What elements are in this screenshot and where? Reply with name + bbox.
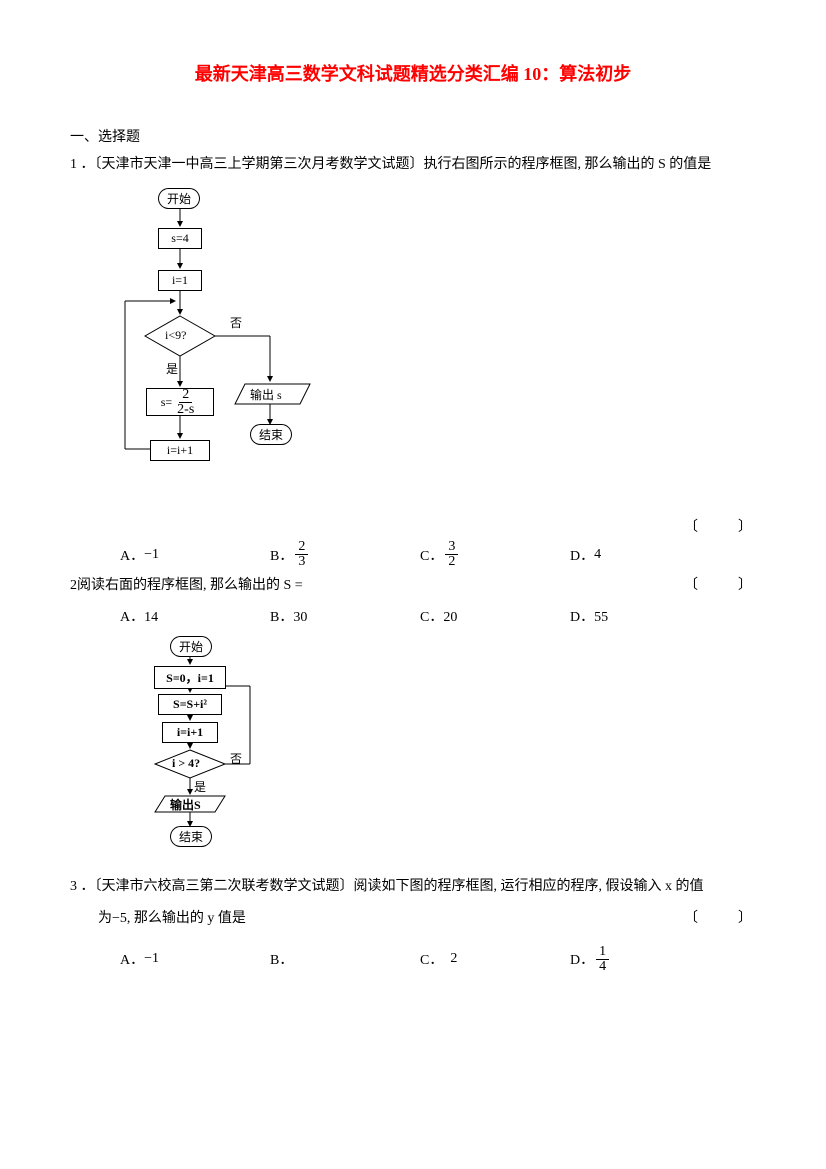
q1-text: 〔天津市天津一中高三上学期第三次月考数学文试题〕执行右图所示的程序框图, 那么输… bbox=[95, 157, 712, 172]
fc1-out: 输出 s bbox=[250, 386, 282, 403]
question-2: 2阅读右面的程序框图, 那么输出的 S = 〔 〕 bbox=[70, 575, 756, 597]
q1-optD: D． 4 bbox=[570, 545, 720, 565]
q3-optD: D． 1 4 bbox=[570, 945, 720, 974]
q1-optC-den: 2 bbox=[445, 555, 458, 569]
q3-optD-label: D． bbox=[570, 949, 594, 969]
q2-stem: 阅读右面的程序框图, 那么输出的 S = bbox=[77, 578, 303, 593]
fc1-p3-frac: 2 2-s bbox=[174, 388, 197, 417]
fc1-p2: i=1 bbox=[158, 270, 202, 291]
q1-options: A． −1 B． 2 3 C． 3 2 D． 4 bbox=[120, 540, 756, 569]
q3-optA: A． −1 bbox=[120, 949, 270, 969]
flowchart-2: 开始 S=0，i=1 S=S+i² i=i+1 i > 4? 是 否 输出S 结… bbox=[110, 636, 310, 866]
q1-paren: 〔 〕 bbox=[684, 516, 756, 536]
q3-num: 3 ． bbox=[70, 879, 95, 894]
q2-optC: C．20 bbox=[420, 606, 570, 626]
fc2-cond: i > 4? bbox=[172, 756, 200, 771]
q1-optC-label: C． bbox=[420, 545, 443, 565]
q1-optB-label: B． bbox=[270, 545, 293, 565]
fc2-start: 开始 bbox=[170, 636, 212, 657]
q3-optA-val: −1 bbox=[144, 951, 159, 967]
q1-optA: A． −1 bbox=[120, 545, 270, 565]
section-heading: 一、选择题 bbox=[70, 126, 756, 146]
q2-optA: A．14 bbox=[120, 606, 270, 626]
fc1-p3-left: s= bbox=[161, 395, 172, 410]
q1-optA-label: A． bbox=[120, 545, 144, 565]
q1-optB: B． 2 3 bbox=[270, 540, 420, 569]
q1-optB-num: 2 bbox=[295, 540, 308, 555]
q3-optA-label: A． bbox=[120, 949, 144, 969]
fc1-yes: 是 bbox=[166, 360, 178, 377]
q3-optC: C． 2 bbox=[420, 949, 570, 969]
q3-options: A． −1 B． C． 2 D． 1 4 bbox=[120, 945, 756, 974]
fc1-start: 开始 bbox=[158, 188, 200, 209]
q1-optB-den: 3 bbox=[295, 555, 308, 569]
q1-optA-val: −1 bbox=[144, 547, 159, 563]
fc1-p3-num: 2 bbox=[179, 388, 192, 403]
fc1-p3-den: 2-s bbox=[174, 403, 197, 417]
q2-options: A．14 B．30 C．20 D．55 bbox=[120, 606, 756, 626]
q3-stem: 〔天津市六校高三第二次联考数学文试题〕阅读如下图的程序框图, 运行相应的程序, … bbox=[95, 879, 704, 894]
fc1-cond: i<9? bbox=[165, 328, 186, 343]
fc2-p3: i=i+1 bbox=[162, 722, 218, 743]
question-3: 3 ．〔天津市六校高三第二次联考数学文试题〕阅读如下图的程序框图, 运行相应的程… bbox=[70, 876, 756, 931]
fc2-yes: 是 bbox=[194, 778, 206, 795]
q3-optD-den: 4 bbox=[596, 960, 609, 974]
q3-optD-num: 1 bbox=[596, 945, 609, 960]
q1-num: 1 ． bbox=[70, 157, 95, 172]
q2-num: 2 bbox=[70, 578, 77, 593]
fc2-no: 否 bbox=[230, 750, 242, 767]
flowchart-1-svg bbox=[110, 186, 370, 506]
q3-optB-label: B． bbox=[270, 949, 293, 969]
q3-optC-val: 2 bbox=[450, 951, 457, 967]
question-1: 1 ．〔天津市天津一中高三上学期第三次月考数学文试题〕执行右图所示的程序框图, … bbox=[70, 154, 756, 176]
q3-optB: B． bbox=[270, 949, 420, 969]
q1-optB-frac: 2 3 bbox=[295, 540, 308, 569]
q1-optC: C． 3 2 bbox=[420, 540, 570, 569]
q3-optC-label: C． bbox=[420, 949, 443, 969]
q3-stem2: 为−5, 那么输出的 y 值是 bbox=[98, 911, 246, 926]
q1-optC-frac: 3 2 bbox=[445, 540, 458, 569]
q3-stem2-row: 为−5, 那么输出的 y 值是 〔 〕 bbox=[98, 908, 756, 930]
q1-stem: 1 ．〔天津市天津一中高三上学期第三次月考数学文试题〕执行右图所示的程序框图, … bbox=[70, 154, 756, 176]
fc1-p1: s=4 bbox=[158, 228, 202, 249]
q3-paren: 〔 〕 bbox=[684, 908, 756, 930]
fc2-p2: S=S+i² bbox=[158, 694, 222, 715]
fc2-end: 结束 bbox=[170, 826, 212, 847]
page-title: 最新天津高三数学文科试题精选分类汇编 10：算法初步 bbox=[70, 60, 756, 86]
fc2-out: 输出S bbox=[170, 796, 201, 813]
fc1-no: 否 bbox=[230, 314, 242, 331]
q1-optD-label: D． bbox=[570, 545, 594, 565]
fc1-p3: s= 2 2-s bbox=[146, 388, 214, 416]
flowchart-1: 开始 s=4 i=1 i<9? 是 否 s= 2 2-s i=i+1 输出 s … bbox=[110, 186, 370, 506]
q2-paren: 〔 〕 bbox=[684, 575, 756, 597]
fc1-p4: i=i+1 bbox=[150, 440, 210, 461]
q1-optC-num: 3 bbox=[445, 540, 458, 555]
q3-optD-frac: 1 4 bbox=[596, 945, 609, 974]
fc2-p1: S=0，i=1 bbox=[154, 666, 226, 689]
fc1-end: 结束 bbox=[250, 424, 292, 445]
q2-optD: D．55 bbox=[570, 606, 720, 626]
q2-optB: B．30 bbox=[270, 606, 420, 626]
q1-optD-val: 4 bbox=[594, 547, 601, 563]
